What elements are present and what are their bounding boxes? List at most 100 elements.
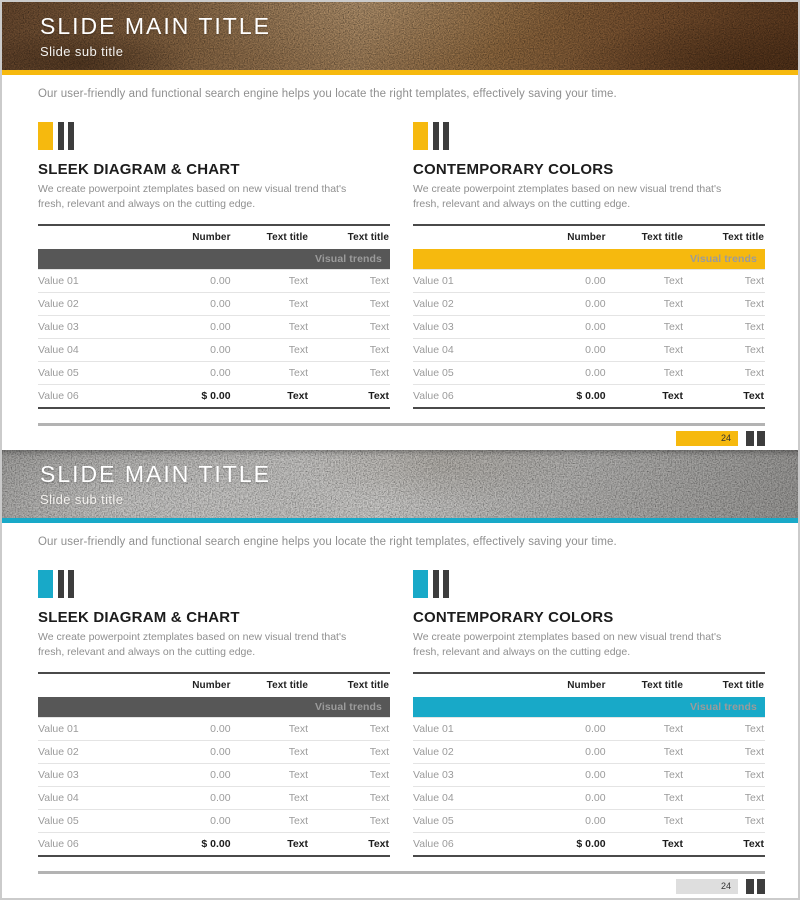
section-contemporary-colors: CONTEMPORARY COLORS We create powerpoint… [413, 570, 765, 858]
table-row: Value 02 0.00 Text Text [38, 292, 390, 316]
table-band-row: Visual trends [38, 697, 390, 718]
dark-bar [68, 570, 74, 598]
double-bars-icon [746, 431, 754, 447]
table-row: Value 02 0.00 Text Text [413, 292, 765, 316]
table-row: Value 01 0.00 Text Text [38, 269, 390, 293]
double-bars-icon [746, 879, 754, 895]
table-row: Value 01 0.00 Text Text [413, 717, 765, 741]
col-header-text-title: Text title [231, 672, 310, 698]
intro-text: Our user-friendly and functional search … [38, 88, 617, 100]
data-table: Number Text title Text title Visual tren… [38, 224, 390, 410]
section-description: We create powerpoint ztemplates based on… [413, 631, 722, 658]
dark-bar [443, 122, 449, 150]
section-heading: CONTEMPORARY COLORS [413, 161, 614, 178]
footer-divider [38, 871, 765, 875]
footer-divider [38, 423, 765, 427]
slide-header: SLIDE MAIN TITLE Slide sub title [2, 450, 798, 518]
col-header-text-title: Text title [606, 224, 685, 250]
slide-preview-1[interactable]: SLIDE MAIN TITLE Slide sub title Our use… [2, 2, 798, 450]
col-header-text-title: Text title [309, 224, 390, 250]
table-row: Value 03 0.00 Text Text [413, 763, 765, 787]
dark-bar [433, 122, 439, 150]
slide-title: SLIDE MAIN TITLE [40, 461, 271, 487]
col-header-text-title: Text title [684, 224, 765, 250]
slide-body: Our user-friendly and functional search … [2, 75, 798, 450]
table-row: Value 02 0.00 Text Text [413, 740, 765, 764]
data-table: Number Text title Text title Visual tren… [38, 672, 390, 858]
section-contemporary-colors: CONTEMPORARY COLORS We create powerpoint… [413, 122, 765, 410]
table-band-row: Visual trends [38, 249, 390, 270]
section-sleek-diagram: SLEEK DIAGRAM & CHART We create powerpoi… [38, 122, 390, 410]
section-description: We create powerpoint ztemplates based on… [38, 183, 347, 210]
table-band-row: Visual trends [413, 697, 765, 718]
table-header-row: Number Text title Text title [413, 672, 765, 698]
table-row: Value 05 0.00 Text Text [413, 809, 765, 833]
table-header-row: Number Text title Text title [38, 224, 390, 250]
section-heading: CONTEMPORARY COLORS [413, 609, 614, 626]
slide-subtitle: Slide sub title [40, 44, 124, 59]
intro-text: Our user-friendly and functional search … [38, 536, 617, 548]
accent-bar [413, 570, 428, 598]
table-row: Value 02 0.00 Text Text [38, 740, 390, 764]
table-row: Value 03 0.00 Text Text [413, 315, 765, 339]
accent-bar [413, 122, 428, 150]
table-row: Value 04 0.00 Text Text [38, 338, 390, 362]
col-header-number: Number [532, 672, 607, 698]
data-table: Number Text title Text title Visual tren… [413, 672, 765, 858]
table-row: Value 04 0.00 Text Text [38, 786, 390, 810]
dark-bar [58, 570, 64, 598]
table-total-row: Value 06 $ 0.00 Text Text [413, 383, 765, 410]
table-row: Value 03 0.00 Text Text [38, 763, 390, 787]
slide-footer: 24 [38, 423, 765, 447]
col-header-number: Number [157, 672, 232, 698]
accent-bar [38, 122, 53, 150]
col-header-text-title: Text title [684, 672, 765, 698]
two-column-layout: SLEEK DIAGRAM & CHART We create powerpoi… [38, 570, 765, 858]
two-column-layout: SLEEK DIAGRAM & CHART We create powerpoi… [38, 122, 765, 410]
dark-bar [443, 570, 449, 598]
table-row: Value 05 0.00 Text Text [38, 809, 390, 833]
table-row: Value 01 0.00 Text Text [38, 717, 390, 741]
slide-header: SLIDE MAIN TITLE Slide sub title [2, 2, 798, 70]
slide-title: SLIDE MAIN TITLE [40, 13, 271, 39]
table-row: Value 04 0.00 Text Text [413, 786, 765, 810]
accent-bar [38, 570, 53, 598]
col-header-number: Number [532, 224, 607, 250]
slide-subtitle: Slide sub title [40, 492, 124, 507]
table-row: Value 03 0.00 Text Text [38, 315, 390, 339]
accent-bars-icon [413, 122, 765, 150]
accent-bars-icon [413, 570, 765, 598]
accent-bars-icon [38, 122, 390, 150]
table-total-row: Value 06 $ 0.00 Text Text [413, 831, 765, 858]
section-description: We create powerpoint ztemplates based on… [38, 631, 347, 658]
double-bars-icon [757, 431, 765, 447]
table-header-row: Number Text title Text title [413, 224, 765, 250]
section-heading: SLEEK DIAGRAM & CHART [38, 609, 240, 626]
accent-bars-icon [38, 570, 390, 598]
table-row: Value 04 0.00 Text Text [413, 338, 765, 362]
dark-bar [433, 570, 439, 598]
page-number-area: 24 [38, 879, 765, 895]
slide-preview-2[interactable]: SLIDE MAIN TITLE Slide sub title Our use… [2, 450, 798, 898]
section-description: We create powerpoint ztemplates based on… [413, 183, 722, 210]
dark-bar [58, 122, 64, 150]
slide-body: Our user-friendly and functional search … [2, 523, 798, 898]
page-number-area: 24 [38, 431, 765, 447]
data-table: Number Text title Text title Visual tren… [413, 224, 765, 410]
page-number-badge: 24 [676, 431, 738, 447]
page-number-badge: 24 [676, 879, 738, 895]
table-row: Value 05 0.00 Text Text [38, 361, 390, 385]
col-header-text-title: Text title [606, 672, 685, 698]
col-header-text-title: Text title [309, 672, 390, 698]
section-sleek-diagram: SLEEK DIAGRAM & CHART We create powerpoi… [38, 570, 390, 858]
table-band-row: Visual trends [413, 249, 765, 270]
table-header-row: Number Text title Text title [38, 672, 390, 698]
dark-bar [68, 122, 74, 150]
slide-footer: 24 [38, 871, 765, 895]
section-heading: SLEEK DIAGRAM & CHART [38, 161, 240, 178]
col-header-text-title: Text title [231, 224, 310, 250]
table-total-row: Value 06 $ 0.00 Text Text [38, 383, 390, 410]
col-header-number: Number [157, 224, 232, 250]
double-bars-icon [757, 879, 765, 895]
